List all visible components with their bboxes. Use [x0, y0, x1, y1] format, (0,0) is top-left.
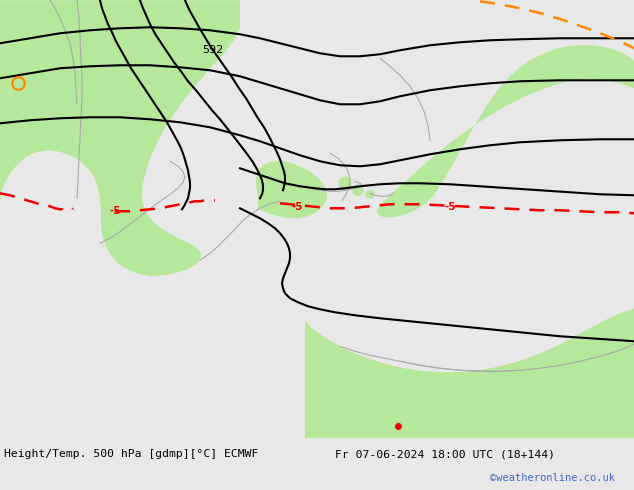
- Text: -5: -5: [109, 206, 120, 216]
- Text: -5: -5: [291, 202, 303, 212]
- Text: Height/Temp. 500 hPa [gdmp][°C] ECMWF: Height/Temp. 500 hPa [gdmp][°C] ECMWF: [4, 449, 259, 460]
- Text: ©weatheronline.co.uk: ©weatheronline.co.uk: [490, 473, 615, 483]
- Circle shape: [353, 185, 363, 196]
- Polygon shape: [305, 308, 634, 438]
- Text: Fr 07-06-2024 18:00 UTC (18+144): Fr 07-06-2024 18:00 UTC (18+144): [335, 449, 555, 460]
- Circle shape: [339, 177, 351, 189]
- Text: 592: 592: [202, 45, 223, 55]
- Polygon shape: [256, 161, 327, 218]
- Text: -5: -5: [444, 202, 456, 212]
- Polygon shape: [355, 0, 634, 217]
- Polygon shape: [0, 0, 240, 276]
- Circle shape: [366, 190, 374, 198]
